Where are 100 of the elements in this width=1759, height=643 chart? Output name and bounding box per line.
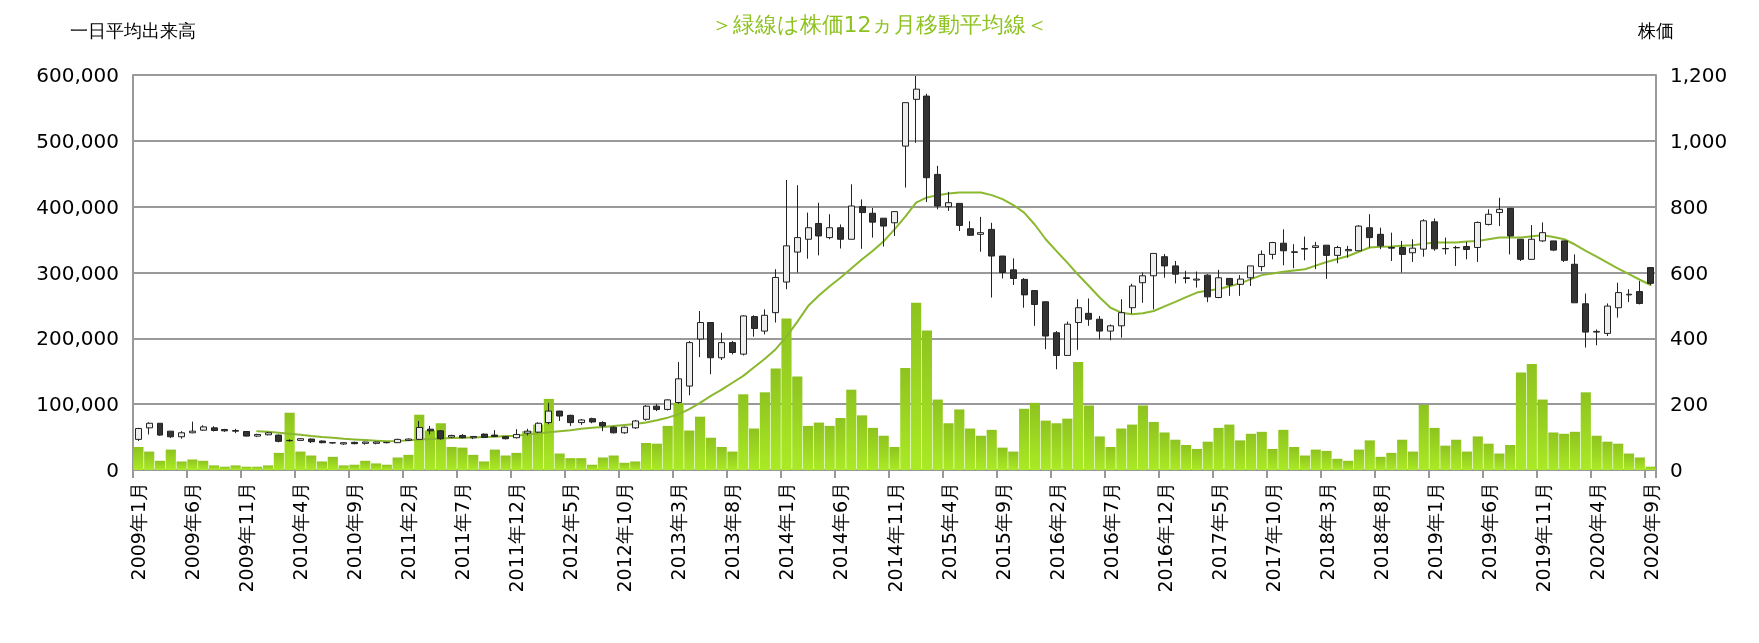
bar [1364, 440, 1375, 470]
bar [911, 302, 922, 470]
candlestick [1139, 272, 1146, 304]
y-tick-label: 200,000 [36, 326, 119, 351]
candlestick [1528, 224, 1535, 260]
bar [1040, 420, 1051, 470]
bar [1094, 436, 1105, 470]
bar [619, 462, 630, 470]
candlestick [567, 414, 574, 427]
bar [1429, 427, 1440, 470]
candlestick [1226, 277, 1233, 297]
x-tick-label: 2010年9月 [343, 482, 366, 581]
candlestick [1129, 283, 1136, 315]
candlestick [664, 398, 671, 411]
candlestick [1604, 302, 1611, 337]
y-axis-title: 一日平均出来高 [70, 19, 196, 41]
bar [1008, 451, 1019, 470]
candlestick [1409, 238, 1416, 263]
candlestick [891, 211, 898, 237]
bar [316, 461, 328, 470]
candlestick [1064, 321, 1071, 356]
candlestick [902, 102, 909, 189]
x-tick-label: 2014年1月 [775, 482, 798, 581]
bar [921, 330, 932, 470]
candlestick [178, 430, 185, 440]
bar [1051, 423, 1062, 470]
bar [673, 402, 684, 470]
bar [1451, 439, 1462, 470]
bar [1494, 453, 1505, 470]
bar [1559, 433, 1570, 470]
x-tick-label: 2012年10月 [613, 482, 636, 593]
bar [241, 466, 252, 470]
candlestick [977, 216, 984, 253]
candlestick [794, 184, 801, 273]
bar [1202, 441, 1213, 470]
bar [749, 428, 760, 470]
bar [522, 431, 533, 470]
bar [1224, 424, 1235, 470]
bar [597, 457, 608, 470]
candlestick [1107, 324, 1114, 341]
candlestick [297, 437, 304, 442]
bar [1548, 432, 1559, 470]
candlestick [1215, 269, 1222, 299]
candlestick [1247, 265, 1254, 287]
bar [727, 451, 738, 470]
candlestick [761, 308, 768, 335]
x-tick-label: 2015年4月 [937, 482, 960, 581]
bar [695, 416, 706, 470]
bar [889, 446, 900, 470]
x-tick-label: 2014年11月 [883, 482, 906, 593]
candlestick [1269, 241, 1276, 260]
y2-tick-label: 600 [1670, 260, 1709, 285]
bar [262, 465, 274, 470]
candlestick [1388, 232, 1395, 262]
candlestick [697, 310, 704, 358]
bar [165, 449, 176, 470]
candlestick [481, 432, 488, 439]
candlestick [1237, 274, 1244, 297]
candlestick [1507, 207, 1514, 255]
candlestick [1593, 328, 1600, 346]
bar [1289, 446, 1300, 470]
x-tick-label: 2011年7月 [451, 482, 474, 581]
bar [1332, 458, 1343, 470]
bar [640, 443, 652, 470]
candlestick [459, 433, 466, 439]
bar [511, 452, 522, 470]
y2-tick-label: 200 [1670, 392, 1709, 417]
candlestick [135, 427, 142, 442]
bar [1418, 404, 1429, 470]
candlestick [146, 421, 153, 435]
bar [813, 422, 824, 470]
bar [500, 455, 511, 470]
bar [846, 389, 857, 470]
x-tick-label: 2009年11月 [235, 482, 258, 593]
candlestick [599, 420, 606, 432]
bar [349, 464, 360, 470]
bar [770, 368, 781, 470]
bar [327, 456, 338, 470]
candlestick [643, 404, 650, 422]
bar [1148, 421, 1159, 470]
bar [1505, 444, 1516, 470]
bar [1440, 445, 1451, 470]
bar [468, 454, 479, 470]
bar [716, 446, 727, 470]
candlestick [189, 421, 196, 434]
bar [1235, 440, 1246, 470]
candlestick [956, 202, 963, 232]
candlestick [1463, 241, 1470, 260]
candlestick [308, 437, 315, 444]
bar [1062, 418, 1073, 470]
bar [338, 465, 349, 470]
bar [1083, 405, 1094, 470]
candlestick [437, 429, 444, 441]
candlestick [1647, 267, 1654, 286]
x-tick-label: 2018年8月 [1369, 482, 1392, 581]
bar [835, 417, 846, 470]
candlestick [1075, 298, 1082, 351]
bar [586, 464, 598, 470]
bar [489, 449, 500, 470]
x-tick-label: 2017年5月 [1207, 482, 1230, 581]
